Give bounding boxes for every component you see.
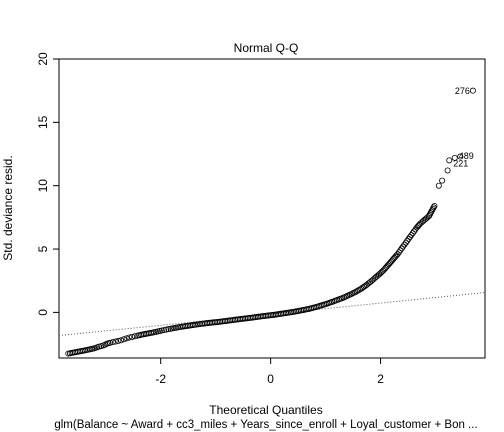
data-point	[112, 338, 119, 345]
x-axis-label: Theoretical Quantiles	[209, 403, 322, 417]
data-point	[165, 326, 172, 333]
chart-subtitle: glm(Balance ~ Award + cc3_miles + Years_…	[54, 419, 477, 431]
data-point	[118, 337, 125, 344]
data-point	[451, 154, 458, 161]
x-tick-label: -2	[155, 372, 166, 386]
data-point	[469, 87, 476, 94]
data-point	[439, 177, 446, 184]
y-tick-label: 15	[36, 115, 50, 129]
data-point	[457, 153, 464, 160]
x-tick-label: 0	[267, 372, 274, 386]
plot-frame	[58, 58, 486, 359]
data-points	[65, 87, 476, 357]
data-point	[115, 337, 122, 344]
y-tick-label: 0	[36, 309, 50, 316]
data-point	[160, 327, 167, 334]
data-point	[163, 326, 170, 333]
y-axis-label: Std. deviance resid.	[1, 155, 15, 260]
y-tick-label: 5	[36, 245, 50, 252]
outlier-label: 221	[453, 159, 468, 169]
data-point	[435, 182, 442, 189]
data-point	[158, 327, 165, 334]
y-tick-label: 10	[36, 179, 50, 193]
chart-title: Normal Q-Q	[234, 41, 299, 55]
data-point	[120, 336, 127, 343]
data-point	[355, 287, 362, 294]
data-point	[131, 333, 138, 340]
data-point	[446, 157, 453, 164]
outlier-label: 489	[459, 151, 474, 161]
data-point	[353, 288, 360, 295]
y-tick-label: 20	[36, 52, 50, 66]
data-point	[107, 339, 114, 346]
x-tick-label: 2	[377, 372, 384, 386]
data-point	[429, 205, 436, 212]
data-point	[129, 333, 136, 340]
data-point	[109, 339, 116, 346]
data-point	[431, 202, 438, 209]
data-point	[126, 334, 133, 341]
data-point	[430, 204, 437, 211]
data-point	[444, 167, 451, 174]
data-point	[123, 335, 130, 342]
outlier-label: 276	[455, 86, 470, 96]
data-point	[352, 289, 359, 296]
